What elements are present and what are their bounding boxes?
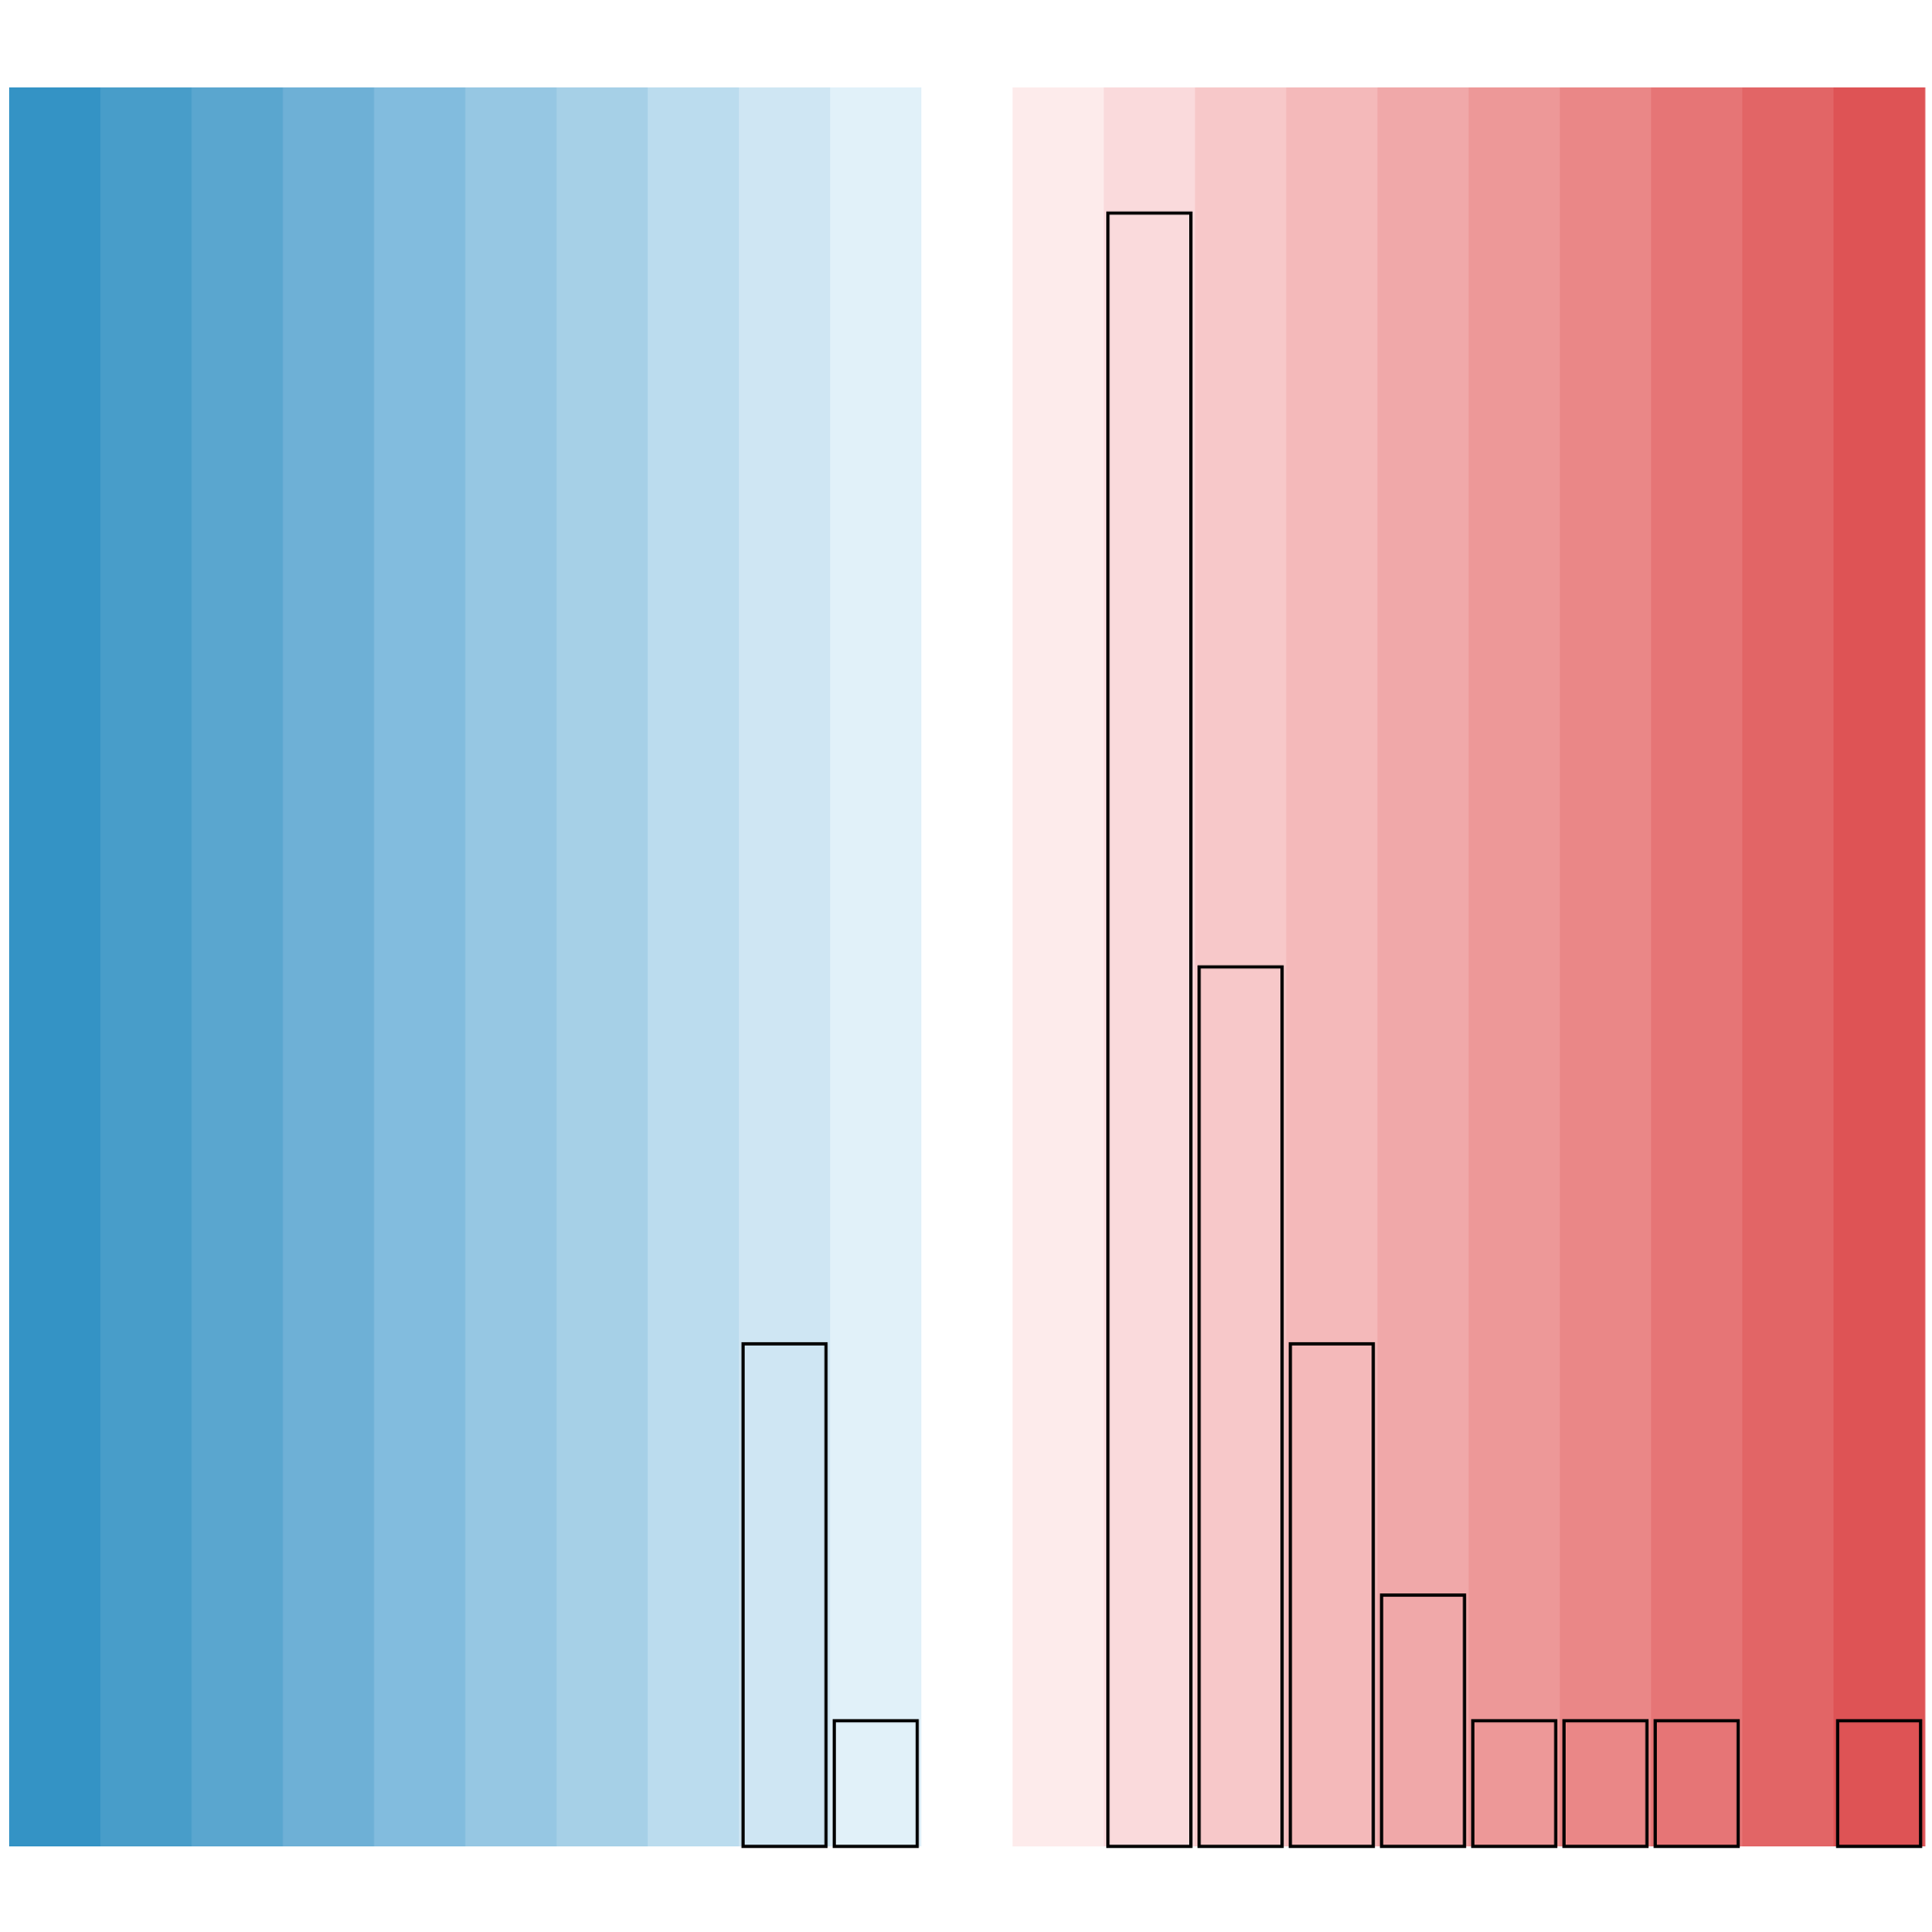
background-stripe-20: [1834, 87, 1926, 1846]
bar-12: [1105, 211, 1193, 1848]
background-stripe-6: [556, 87, 649, 1846]
background-stripe-0: [9, 87, 101, 1846]
background-stripe-4: [374, 87, 467, 1846]
bar-13: [1197, 965, 1284, 1848]
background-stripe-17: [1559, 87, 1652, 1846]
background-stripes: [9, 87, 1926, 1846]
bar-14: [1289, 1342, 1375, 1848]
background-stripe-2: [191, 87, 283, 1846]
bar-17: [1562, 1718, 1649, 1848]
background-stripe-10: [921, 87, 1013, 1846]
bar-20: [1835, 1718, 1923, 1848]
background-stripe-1: [100, 87, 192, 1846]
bar-8: [741, 1342, 828, 1848]
bar-16: [1471, 1718, 1557, 1848]
bars: [741, 211, 1923, 1848]
background-stripe-16: [1468, 87, 1561, 1846]
background-stripe-3: [283, 87, 375, 1846]
background-stripe-11: [1012, 87, 1105, 1846]
background-stripe-9: [829, 87, 922, 1846]
bar-9: [832, 1718, 920, 1848]
bar-15: [1380, 1593, 1466, 1848]
background-stripe-15: [1377, 87, 1470, 1846]
bar-18: [1653, 1718, 1741, 1848]
background-stripe-19: [1741, 87, 1834, 1846]
background-stripe-7: [647, 87, 740, 1846]
background-stripe-5: [465, 87, 558, 1846]
background-stripe-18: [1650, 87, 1743, 1846]
